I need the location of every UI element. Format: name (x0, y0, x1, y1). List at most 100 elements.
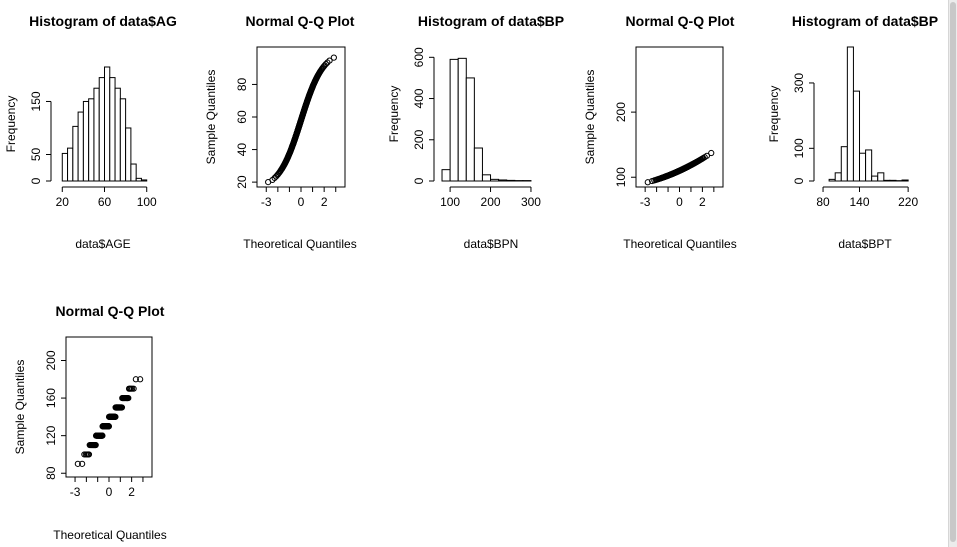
histogram-bar (889, 179, 897, 182)
histogram-bar (130, 163, 137, 182)
histogram-bar (77, 111, 84, 182)
histogram-bar (140, 179, 148, 182)
y-tick-label: 200 (44, 350, 58, 370)
y-tick-label: 400 (412, 88, 426, 108)
chart-title: Normal Q-Q Plot (246, 13, 355, 29)
histogram-bar (465, 77, 475, 182)
qq-point (79, 460, 86, 467)
y-axis-label: Sample Quantiles (204, 70, 218, 165)
x-tick-label: 0 (106, 485, 113, 499)
y-tick-label: 150 (29, 91, 43, 111)
qq-point (137, 376, 144, 383)
qq-point (132, 376, 139, 383)
qq-point (74, 460, 81, 467)
chart-title: Normal Q-Q Plot (626, 13, 735, 29)
histogram-bar (871, 175, 879, 182)
x-tick-label: 200 (481, 195, 501, 209)
chart-panel-1: Histogram of data$AG data$AGE Frequency 20 6… (4, 13, 177, 251)
qq-point (330, 54, 337, 61)
chart-panel-5: Histogram of data$BP data$BPT Frequency 80 1… (767, 13, 938, 251)
y-tick-label: 0 (29, 177, 43, 184)
histogram-bar (441, 169, 451, 182)
y-tick-label: 80 (44, 466, 58, 480)
y-tick-label: 120 (44, 425, 58, 445)
histogram-bar (506, 179, 516, 182)
qq-point (85, 451, 93, 458)
qq-point (708, 149, 715, 157)
histogram-bar (846, 46, 854, 182)
x-axis-label: Theoretical Quantiles (623, 237, 736, 251)
qq-point (118, 404, 126, 411)
plot-box (635, 46, 724, 188)
y-axis-label: Sample Quantiles (13, 360, 27, 455)
x-axis-label: data$BPT (838, 237, 892, 251)
x-tick-label: 0 (298, 195, 305, 209)
y-tick-label: 100 (614, 167, 628, 187)
histogram-bar (865, 149, 873, 182)
histogram-bar (119, 98, 127, 182)
chart-title: Histogram of data$BP (418, 13, 564, 29)
histogram-bar (852, 90, 861, 182)
x-axis-label: Theoretical Quantiles (243, 237, 356, 251)
qq-point (112, 413, 119, 420)
histogram-bar (457, 57, 467, 182)
x-tick-label: 220 (898, 195, 918, 209)
qq-point (105, 423, 113, 430)
x-tick-label: 60 (98, 195, 112, 209)
histogram-bar (883, 179, 891, 182)
x-tick-label: 300 (521, 195, 541, 209)
y-axis-label: Frequency (767, 86, 781, 143)
y-tick-label: 200 (614, 102, 628, 122)
histogram-bar (859, 152, 867, 182)
y-tick-label: 0 (412, 177, 426, 184)
x-tick-label: 100 (137, 195, 157, 209)
y-axis-label: Frequency (387, 86, 401, 143)
qq-point (703, 152, 711, 159)
y-tick-label: 20 (235, 175, 249, 189)
histogram-bar (840, 146, 848, 182)
histogram-bar (114, 87, 121, 182)
chart-panel-2: Normal Q-Q Plot Theoretical Quantiles Samp… (204, 13, 357, 251)
qq-point (326, 57, 333, 64)
y-tick-label: 80 (235, 77, 249, 91)
histogram-bar (82, 100, 90, 182)
histogram-bar (135, 177, 142, 182)
vertical-scrollbar[interactable] (948, 0, 957, 547)
x-tick-label: -3 (70, 485, 81, 499)
y-tick-label: 50 (29, 147, 43, 161)
chart-title: Normal Q-Q Plot (56, 303, 165, 319)
histogram-bar (449, 58, 459, 182)
chart-title: Histogram of data$AG (29, 13, 177, 29)
x-tick-label: 140 (849, 195, 869, 209)
histogram-bar (125, 127, 132, 182)
y-tick-label: 60 (235, 110, 249, 124)
x-axis-label: data$BPN (464, 237, 519, 251)
y-axis-label: Frequency (4, 96, 18, 153)
chart-panel-6: Normal Q-Q Plot Theoretical Quantiles Samp… (13, 303, 167, 542)
histogram-bar (93, 87, 100, 182)
y-tick-label: 200 (412, 129, 426, 149)
qq-point (644, 179, 651, 186)
histogram-bar (877, 172, 885, 182)
x-tick-label: 80 (816, 195, 830, 209)
x-tick-label: 0 (676, 195, 683, 209)
chart-panel-3: Histogram of data$BP data$BPN Frequency 100… (387, 13, 564, 251)
x-tick-label: 20 (56, 195, 70, 209)
histogram-bar (61, 152, 69, 182)
y-tick-label: 300 (792, 73, 806, 93)
histogram-bar (109, 77, 116, 182)
y-tick-label: 100 (792, 138, 806, 158)
scrollbar-thumb[interactable] (950, 2, 956, 542)
y-tick-label: 160 (44, 388, 58, 408)
qq-point (322, 60, 329, 68)
x-axis-label: data$AGE (75, 237, 130, 251)
histogram-bar (473, 147, 483, 182)
x-axis-label: Theoretical Quantiles (53, 528, 166, 542)
histogram-bar (88, 98, 95, 182)
histogram-bar (901, 179, 909, 182)
plot-box (65, 336, 153, 478)
x-tick-label: 2 (699, 195, 706, 209)
y-tick-label: 40 (235, 143, 249, 157)
